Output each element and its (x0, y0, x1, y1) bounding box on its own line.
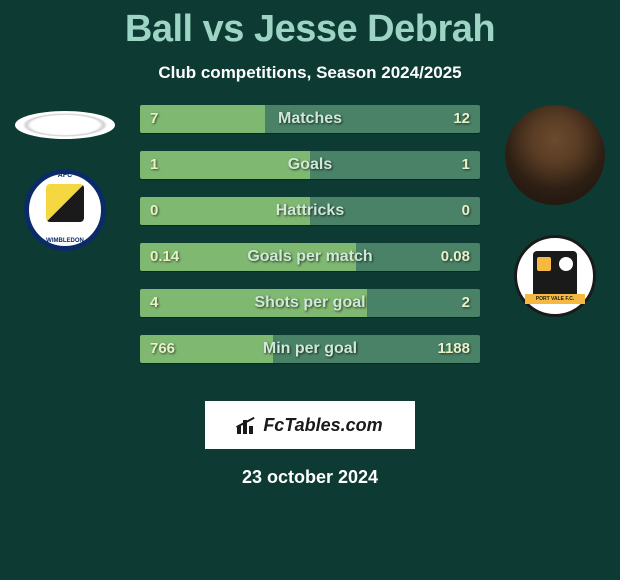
stat-value-left: 0 (150, 197, 158, 225)
badge-left-top-text: AFC (58, 172, 72, 179)
stat-value-left: 4 (150, 289, 158, 317)
stat-label: Hattricks (140, 197, 480, 225)
stat-value-left: 1 (150, 151, 158, 179)
comparison-section: AFC WIMBLEDON PORT VALE F.C. Matches712G… (0, 105, 620, 385)
stat-value-left: 0.14 (150, 243, 179, 271)
stat-value-right: 1188 (437, 335, 470, 363)
stats-bar-chart: Matches7 12 Goals1 1 Hattricks0 0 Goals per ma… (140, 105, 480, 381)
stat-row: Shots per goal4 2 (140, 289, 480, 317)
stat-label: Matches (140, 105, 480, 133)
badge-right-banner-text: PORT VALE F.C. (525, 294, 585, 304)
player-right-avatar (505, 105, 605, 205)
badge-left-bottom-text: WIMBLEDON (46, 238, 84, 244)
stat-row: Goals per match0.14 0.08 (140, 243, 480, 271)
stat-value-right: 12 (453, 105, 470, 133)
stat-value-right: 1 (462, 151, 470, 179)
stat-row: Hattricks0 0 (140, 197, 480, 225)
stat-value-right: 0.08 (441, 243, 470, 271)
stat-value-right: 2 (462, 289, 470, 317)
subtitle: Club competitions, Season 2024/2025 (0, 63, 620, 83)
player-right-club-badge: PORT VALE F.C. (514, 235, 596, 317)
stat-value-left: 7 (150, 105, 158, 133)
player-left-column: AFC WIMBLEDON (10, 105, 120, 251)
stat-value-right: 0 (462, 197, 470, 225)
date-label: 23 october 2024 (0, 467, 620, 488)
fctables-logo: FcTables.com (205, 401, 415, 449)
bar-chart-icon (237, 416, 259, 434)
stat-row: Min per goal766 1188 (140, 335, 480, 363)
logo-text: FcTables.com (263, 415, 382, 436)
stat-row: Matches7 12 (140, 105, 480, 133)
stat-label: Shots per goal (140, 289, 480, 317)
stat-value-left: 766 (150, 335, 175, 363)
player-left-club-badge: AFC WIMBLEDON (24, 169, 106, 251)
stat-label: Min per goal (140, 335, 480, 363)
stat-label: Goals per match (140, 243, 480, 271)
player-left-avatar (15, 111, 115, 139)
stat-row: Goals1 1 (140, 151, 480, 179)
page-title: Ball vs Jesse Debrah (0, 0, 620, 51)
stat-label: Goals (140, 151, 480, 179)
player-right-column: PORT VALE F.C. (500, 105, 610, 317)
